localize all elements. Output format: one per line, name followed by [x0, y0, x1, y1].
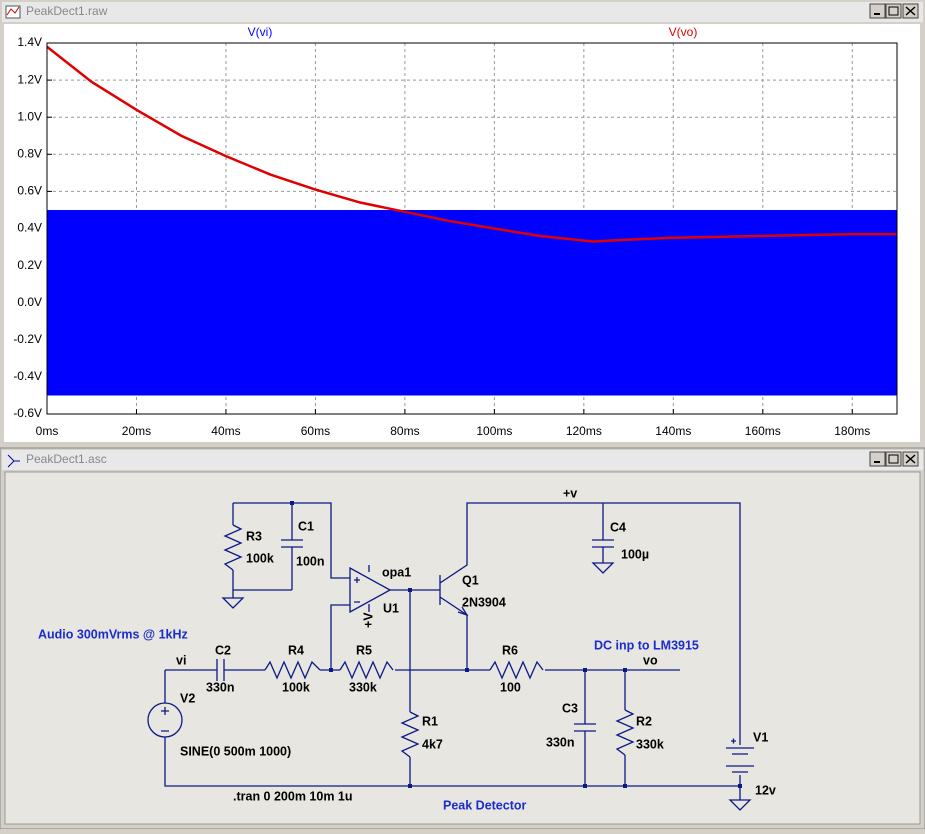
- value: 100n: [296, 554, 325, 568]
- x-tick-label: 80ms: [390, 424, 419, 438]
- y-tick-label: 0.2V: [17, 258, 42, 272]
- ref: U1: [383, 601, 399, 615]
- y-tick-label: 0.4V: [17, 221, 42, 235]
- pin-label: +V: [361, 612, 375, 628]
- y-tick-label: -0.2V: [13, 332, 42, 346]
- trace-name: V(vo): [669, 25, 698, 39]
- x-tick-label: 180ms: [834, 424, 870, 438]
- trace-name: V(vi): [248, 25, 273, 39]
- grounds: [221, 562, 752, 811]
- title-bar: [2, 450, 923, 470]
- trace-line: [46, 45, 897, 243]
- minimize-button[interactable]: [869, 451, 886, 467]
- ref: R1: [422, 714, 438, 728]
- ref: R3: [246, 529, 262, 543]
- x-tick-label: 20ms: [122, 424, 151, 438]
- net-label: vo: [643, 653, 658, 667]
- y-tick-label: -0.6V: [13, 406, 42, 420]
- value: 100k: [246, 551, 274, 565]
- comment: Audio 300mVrms @ 1kHz: [38, 627, 188, 641]
- value: 12v: [755, 783, 776, 797]
- value: 2N3904: [462, 595, 506, 609]
- window-buttons[interactable]: [869, 3, 919, 19]
- y-tick-label: 1.2V: [17, 72, 42, 86]
- value: 100k: [282, 680, 310, 694]
- y-tick-label: 1.4V: [17, 35, 42, 49]
- ref: C2: [215, 643, 231, 657]
- window-icon: [7, 454, 20, 468]
- transistor-arrow: [457, 606, 469, 617]
- x-tick-label: 60ms: [301, 424, 330, 438]
- y-tick-label: 0.6V: [17, 184, 42, 198]
- window-title: PeakDect1.asc: [26, 452, 107, 466]
- ref: V1: [753, 730, 768, 744]
- window-icon: [5, 5, 21, 19]
- ref: R4: [288, 643, 304, 657]
- window-title: PeakDect1.raw: [26, 4, 108, 18]
- schematic-canvas: [4, 471, 921, 825]
- value: 330k: [636, 737, 664, 751]
- comment: Peak Detector: [443, 798, 527, 812]
- title-bar: [2, 2, 923, 22]
- window-buttons[interactable]: [869, 451, 919, 467]
- ref: R6: [502, 643, 518, 657]
- value: 100: [500, 680, 521, 694]
- x-tick-label: 0ms: [36, 424, 59, 438]
- y-tick-label: 0.8V: [17, 146, 42, 160]
- opamp: [349, 566, 392, 614]
- x-tick-label: 120ms: [566, 424, 602, 438]
- source-signs: [161, 707, 169, 732]
- value: SINE(0 500m 1000): [180, 744, 291, 758]
- net-label: +v: [563, 486, 577, 500]
- ref: R5: [356, 643, 372, 657]
- schematic: R3 100k C1 100n opa1 U1 +V Q1 2N3904 +v …: [38, 486, 776, 812]
- junctions: [290, 501, 742, 788]
- comment: DC inp to LM3915: [594, 638, 699, 652]
- net-label: vi: [176, 653, 186, 667]
- ref: V2: [180, 691, 195, 705]
- source-v2: [147, 702, 183, 738]
- x-tick-label: 40ms: [211, 424, 240, 438]
- value: 100µ: [621, 547, 649, 561]
- x-tick-label: 140ms: [655, 424, 691, 438]
- x-tick-label: 100ms: [476, 424, 512, 438]
- ref: C4: [610, 520, 626, 534]
- minimize-button[interactable]: [869, 3, 886, 19]
- capacitors: [216, 539, 614, 732]
- x-tick-label: 160ms: [745, 424, 781, 438]
- directive: .tran 0 200m 10m 1u: [233, 789, 353, 803]
- resistors: [223, 524, 635, 758]
- y-tick-label: 0.0V: [17, 295, 42, 309]
- battery-v1: [726, 738, 754, 773]
- y-tick-label: 1.0V: [17, 109, 42, 123]
- ref: C1: [298, 519, 314, 533]
- maximize-button[interactable]: [885, 3, 902, 19]
- y-tick-label: -0.4V: [13, 369, 42, 383]
- icon-graph: [6, 6, 20, 16]
- value: 330k: [349, 680, 377, 694]
- ref: R2: [636, 714, 652, 728]
- plot-frame: [46, 42, 898, 415]
- value: 330n: [546, 735, 575, 749]
- maximize-button[interactable]: [885, 451, 902, 467]
- value: 330n: [206, 680, 235, 694]
- value: 4k7: [422, 737, 443, 751]
- ref: Q1: [462, 573, 479, 587]
- ref: opa1: [382, 565, 411, 579]
- trace-band: [47, 209, 897, 396]
- ref: C3: [562, 701, 578, 715]
